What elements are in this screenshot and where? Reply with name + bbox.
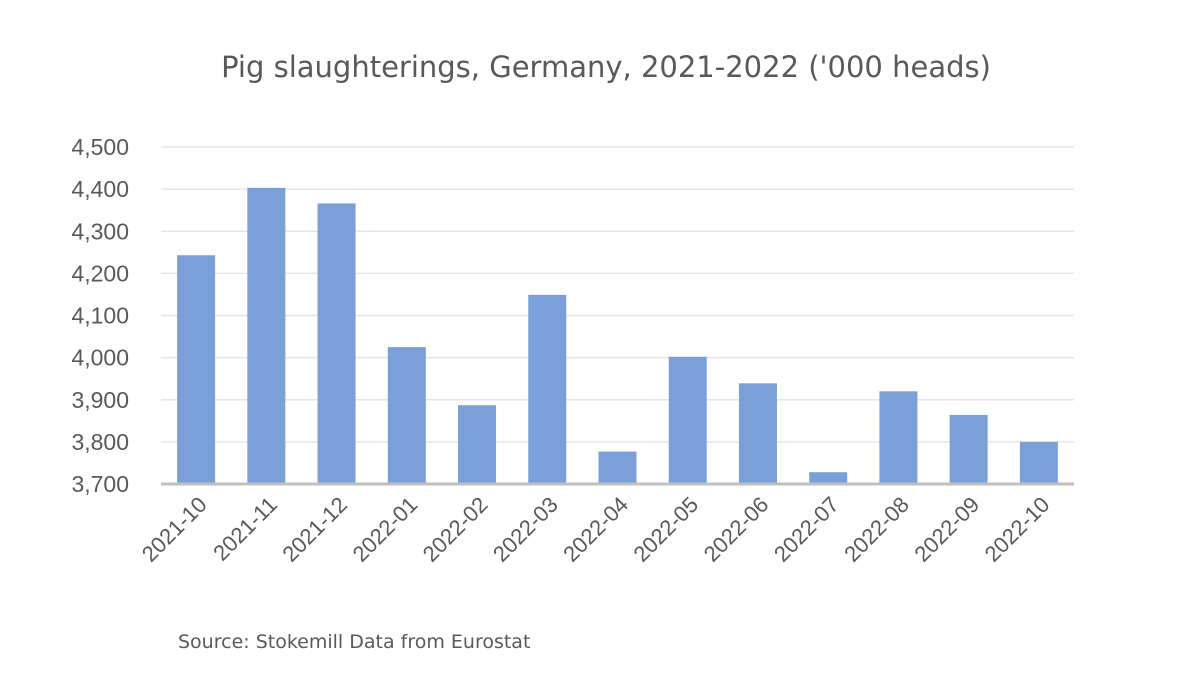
bar-2022-05 [668,356,707,484]
bar-2021-10 [177,255,216,484]
bar-2022-04 [598,451,637,484]
gridlines [161,146,1074,443]
y-tick-label: 4,000 [71,345,129,371]
x-tick-label: 2022-07 [769,492,844,567]
x-axis-ticks: 2021-102021-112021-122022-012022-022022-… [137,492,1055,567]
y-tick-label: 4,400 [71,176,129,202]
bar-2022-03 [528,294,567,484]
y-tick-label: 3,800 [71,429,129,455]
x-tick-label: 2021-11 [208,492,282,566]
y-tick-label: 4,200 [71,260,129,286]
x-tick-label: 2022-09 [909,492,984,567]
bar-2022-02 [458,405,497,484]
bar-2021-12 [317,203,356,484]
y-tick-label: 4,500 [71,134,129,160]
x-tick-label: 2022-08 [839,492,914,567]
x-tick-label: 2022-06 [699,492,774,567]
x-tick-label: 2021-10 [137,492,212,567]
bar-2022-10 [1019,441,1058,484]
bar-2022-07 [809,472,848,484]
y-tick-label: 3,700 [71,471,129,497]
bars [177,187,1058,484]
bar-2022-09 [949,414,988,484]
bar-2022-08 [879,391,918,484]
y-tick-label: 4,100 [71,303,129,329]
x-tick-label: 2022-04 [558,492,633,567]
x-tick-label: 2021-12 [277,492,352,567]
x-tick-label: 2022-01 [348,492,423,567]
bar-2022-01 [387,347,426,484]
x-tick-label: 2022-10 [980,492,1055,567]
x-tick-label: 2022-03 [488,492,563,567]
y-tick-label: 4,300 [71,218,129,244]
y-tick-label: 3,900 [71,387,129,413]
x-tick-label: 2022-02 [418,492,493,567]
source-note: Source: Stokemill Data from Eurostat [178,631,530,653]
y-axis-ticks: 3,700 3,800 3,900 4,000 4,100 4,200 4,300 4,400… [71,134,129,497]
bar-2021-11 [247,187,286,484]
x-tick-label: 2022-05 [628,492,703,567]
bar-2022-06 [738,383,777,484]
chart-title: Pig slaughterings, Germany, 2021-2022 ('… [221,50,991,84]
